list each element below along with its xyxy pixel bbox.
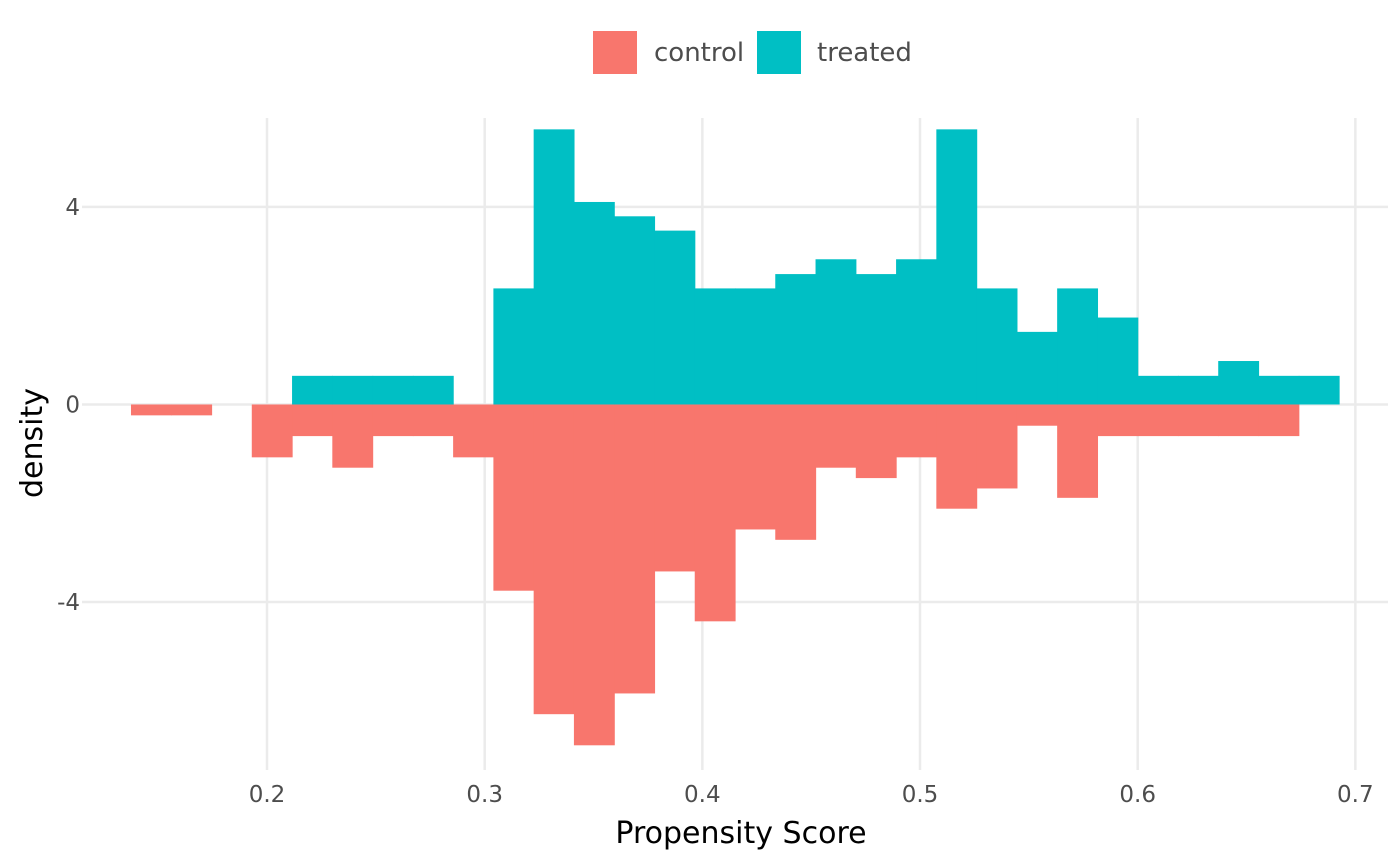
bar-treated-20 (1137, 375, 1179, 405)
bar-control-11 (614, 404, 656, 694)
y-tick-label-0: -4 (57, 590, 80, 616)
bar-control-9 (533, 404, 575, 715)
bar-treated-8 (654, 230, 696, 405)
bar-treated-15 (936, 129, 978, 405)
bar-treated-19 (1097, 317, 1139, 405)
x-tick-label-3: 0.5 (902, 782, 939, 808)
bar-control-8 (493, 404, 535, 591)
bar-control-12 (654, 404, 696, 572)
bar-treated-10 (735, 288, 776, 405)
bar-control-0 (130, 404, 172, 416)
y-axis-tick-labels: -4 0 4 (57, 195, 80, 616)
legend: control treated (593, 31, 912, 74)
bar-control-14 (735, 404, 776, 530)
bar-treated-9 (694, 288, 736, 405)
bar-control-13 (694, 404, 736, 622)
bar-control-26 (1218, 404, 1260, 437)
histogram-bars (130, 129, 1340, 746)
bar-control-3 (292, 404, 333, 437)
bar-treated-6 (573, 201, 615, 405)
bar-treated-21 (1177, 375, 1219, 405)
bar-treated-13 (855, 274, 897, 405)
bar-treated-24 (1298, 375, 1340, 405)
bar-control-22 (1057, 404, 1099, 498)
bar-treated-14 (896, 259, 937, 405)
bar-treated-12 (815, 259, 857, 405)
bar-control-16 (815, 404, 857, 468)
bar-treated-22 (1218, 361, 1260, 405)
legend-key-treated (757, 31, 801, 74)
bar-treated-1 (332, 375, 374, 405)
x-axis-title: Propensity Score (615, 816, 866, 851)
bar-treated-4 (493, 288, 535, 405)
bar-control-21 (1016, 404, 1058, 426)
bar-treated-11 (775, 274, 817, 405)
legend-label-control: control (654, 38, 744, 68)
bar-control-5 (372, 404, 414, 437)
bar-control-6 (412, 404, 454, 437)
bar-control-19 (936, 404, 978, 509)
bar-control-10 (573, 404, 615, 746)
bar-control-27 (1258, 404, 1300, 437)
bar-control-23 (1097, 404, 1139, 437)
bar-treated-23 (1258, 375, 1300, 405)
y-tick-label-1: 0 (65, 392, 80, 418)
bar-control-1 (171, 404, 213, 416)
bar-control-18 (896, 404, 937, 458)
legend-label-treated: treated (817, 38, 912, 68)
bar-control-2 (251, 404, 293, 458)
x-tick-label-0: 0.2 (249, 782, 286, 808)
x-tick-label-4: 0.6 (1119, 782, 1156, 808)
bar-control-25 (1177, 404, 1219, 437)
x-axis-tick-labels: 0.2 0.3 0.4 0.5 0.6 0.7 (249, 782, 1374, 808)
y-tick-label-2: 4 (65, 195, 80, 221)
bar-control-7 (453, 404, 494, 458)
bar-treated-5 (533, 129, 575, 405)
bar-control-4 (332, 404, 374, 468)
x-tick-label-2: 0.4 (684, 782, 721, 808)
bar-treated-2 (372, 375, 414, 405)
bar-treated-0 (292, 375, 333, 405)
bar-treated-3 (412, 375, 454, 405)
bar-control-17 (855, 404, 897, 479)
y-axis-title: density (15, 388, 50, 498)
x-tick-label-1: 0.3 (466, 782, 503, 808)
bar-treated-17 (1016, 331, 1058, 405)
bar-control-15 (775, 404, 817, 540)
legend-key-control (593, 31, 637, 74)
bar-control-20 (976, 404, 1018, 489)
bar-treated-16 (976, 288, 1018, 405)
x-tick-label-5: 0.7 (1337, 782, 1374, 808)
bar-treated-18 (1057, 288, 1099, 405)
bar-control-24 (1137, 404, 1179, 437)
bar-treated-7 (614, 216, 656, 405)
